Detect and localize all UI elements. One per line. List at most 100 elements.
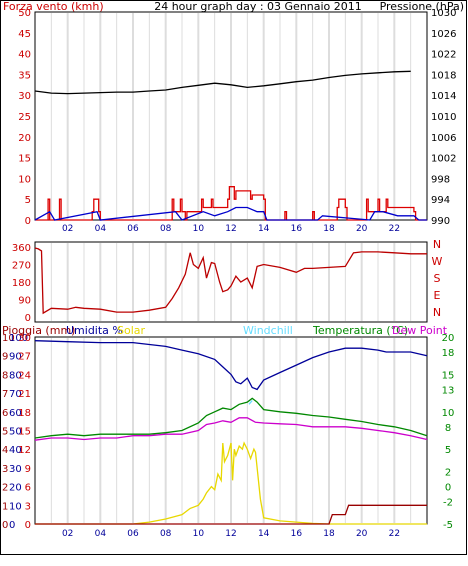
humidity-tick-10: 100 xyxy=(9,333,28,344)
x-tick-20: 20 xyxy=(356,529,368,539)
x-tick-22: 22 xyxy=(389,224,400,234)
windchill-label: Windchill xyxy=(243,324,293,337)
panel1-series xyxy=(34,70,427,221)
chart-title: 24 hour graph day : 03 Gennaio 2011 xyxy=(154,0,362,13)
wind-tick-9: 45 xyxy=(18,29,31,40)
series-umidita- xyxy=(34,340,428,391)
pressure-tick-1: 994 xyxy=(431,195,450,206)
panel1-right-ticks: 990 994 998 1002 1006 1010 1014 1018 1022 1026 103… xyxy=(431,8,456,227)
wind-tick-1: 5 xyxy=(25,195,31,206)
humidity-tick-8: 80 xyxy=(9,370,22,381)
x-tick-02: 02 xyxy=(62,529,73,539)
wind-tick-8: 40 xyxy=(18,50,31,61)
rain-tick-0: 0 xyxy=(2,520,8,531)
x-tick-14: 14 xyxy=(258,224,270,234)
rain-tick-10: 10 xyxy=(2,333,15,344)
temp-tick-6: 10 xyxy=(442,408,455,419)
pressure-tick-5: 1010 xyxy=(431,112,456,123)
x-tick-16: 16 xyxy=(291,529,303,539)
panel2-left-ticks: 0 90 180 270 360 xyxy=(12,243,31,324)
humidity-tick-3: 30 xyxy=(9,464,22,475)
rain-tick-1: 1 xyxy=(2,501,8,512)
compass-w-1: W xyxy=(432,255,443,268)
humidity-tick-4: 40 xyxy=(9,445,22,456)
x-tick-12: 12 xyxy=(225,224,236,234)
x-tick-06: 06 xyxy=(127,224,139,234)
series-pioggia-mm- xyxy=(35,504,427,525)
x-tick-22: 22 xyxy=(389,529,400,539)
wind-axis-label: Forza vento (kmh) xyxy=(3,0,104,13)
panel2-vgrid xyxy=(50,243,412,321)
wind-tick-2: 10 xyxy=(18,174,31,185)
direction-tick-3: 270 xyxy=(12,261,31,272)
direction-tick-0: 0 xyxy=(25,313,31,324)
pressure-tick-10: 1030 xyxy=(431,8,456,19)
panel3-right-ticks: -5 -2 0 2 5 8 10 13 15 18 20 xyxy=(442,333,455,531)
panel3-vgrid xyxy=(50,338,412,523)
temp-tick-10: 20 xyxy=(442,333,455,344)
x-tick-18: 18 xyxy=(323,529,335,539)
panel3-header: Pioggia (mm) Umidita % Solar Windchill T… xyxy=(2,324,448,337)
series-dew-point xyxy=(34,417,428,441)
series-direction xyxy=(34,247,427,315)
rain-tick-3: 3 xyxy=(2,464,8,475)
x-tick-14: 14 xyxy=(258,529,270,539)
temp-tick-8: 15 xyxy=(442,370,455,381)
wind-tick-6: 30 xyxy=(18,91,31,102)
x-tick-16: 16 xyxy=(291,224,303,234)
series-pressione-hpa- xyxy=(34,70,411,95)
wind-tick-0: 0 xyxy=(25,216,31,227)
x-tick-02: 02 xyxy=(62,224,73,234)
humidity-tick-1: 10 xyxy=(9,501,22,512)
humidity-tick-0: 0 xyxy=(9,520,15,531)
humidity-tick-5: 50 xyxy=(9,427,22,438)
solar-tick-1: 3 xyxy=(25,501,31,512)
temp-tick-1: -2 xyxy=(443,498,453,509)
series-solar xyxy=(35,441,427,525)
solar-tick-10: 30 xyxy=(18,333,31,344)
solar-tick-7: 21 xyxy=(18,389,31,400)
panel3-series xyxy=(34,340,428,525)
direction-tick-2: 180 xyxy=(12,278,31,289)
panel1-left-ticks: 0 5 10 15 20 25 30 35 40 45 50 xyxy=(18,8,31,227)
humidity-tick-2: 20 xyxy=(9,483,22,494)
rain-tick-2: 2 xyxy=(2,483,8,494)
x-tick-04: 04 xyxy=(95,224,107,234)
compass-s-2: S xyxy=(434,272,441,285)
solar-tick-2: 6 xyxy=(25,483,31,494)
solar-tick-8: 24 xyxy=(18,370,31,381)
x-tick-06: 06 xyxy=(127,529,139,539)
wind-tick-3: 15 xyxy=(18,154,31,165)
rain-label: Pioggia (mm) xyxy=(2,324,75,337)
pressure-tick-8: 1022 xyxy=(431,50,456,61)
panel1-vgrid xyxy=(50,13,412,219)
wind-tick-10: 50 xyxy=(18,8,31,19)
series-wind-gust xyxy=(35,186,427,221)
rain-tick-6: 6 xyxy=(2,408,8,419)
temp-tick-2: 0 xyxy=(445,483,451,494)
temp-tick-3: 2 xyxy=(445,468,451,479)
rain-tick-7: 7 xyxy=(2,389,8,400)
compass-e-3: E xyxy=(434,289,441,302)
compass-n-0: N xyxy=(433,238,441,251)
wind-tick-5: 25 xyxy=(18,112,31,123)
wind-tick-4: 20 xyxy=(18,133,31,144)
solar-tick-0: 0 xyxy=(25,520,31,531)
solar-tick-6: 18 xyxy=(18,408,31,419)
rain-tick-4: 4 xyxy=(2,445,8,456)
temp-tick-5: 8 xyxy=(445,423,451,434)
direction-tick-4: 360 xyxy=(12,243,31,254)
compass-n-4: N xyxy=(433,306,441,319)
pressure-tick-4: 1006 xyxy=(431,133,456,144)
pressure-axis-label: Pressione (hPa) xyxy=(380,0,464,13)
rain-tick-8: 8 xyxy=(2,370,8,381)
temp-tick-9: 18 xyxy=(442,348,455,359)
solar-tick-9: 27 xyxy=(18,352,31,363)
humidity-label: Umidita % xyxy=(66,324,123,337)
x-tick-10: 10 xyxy=(193,224,205,234)
